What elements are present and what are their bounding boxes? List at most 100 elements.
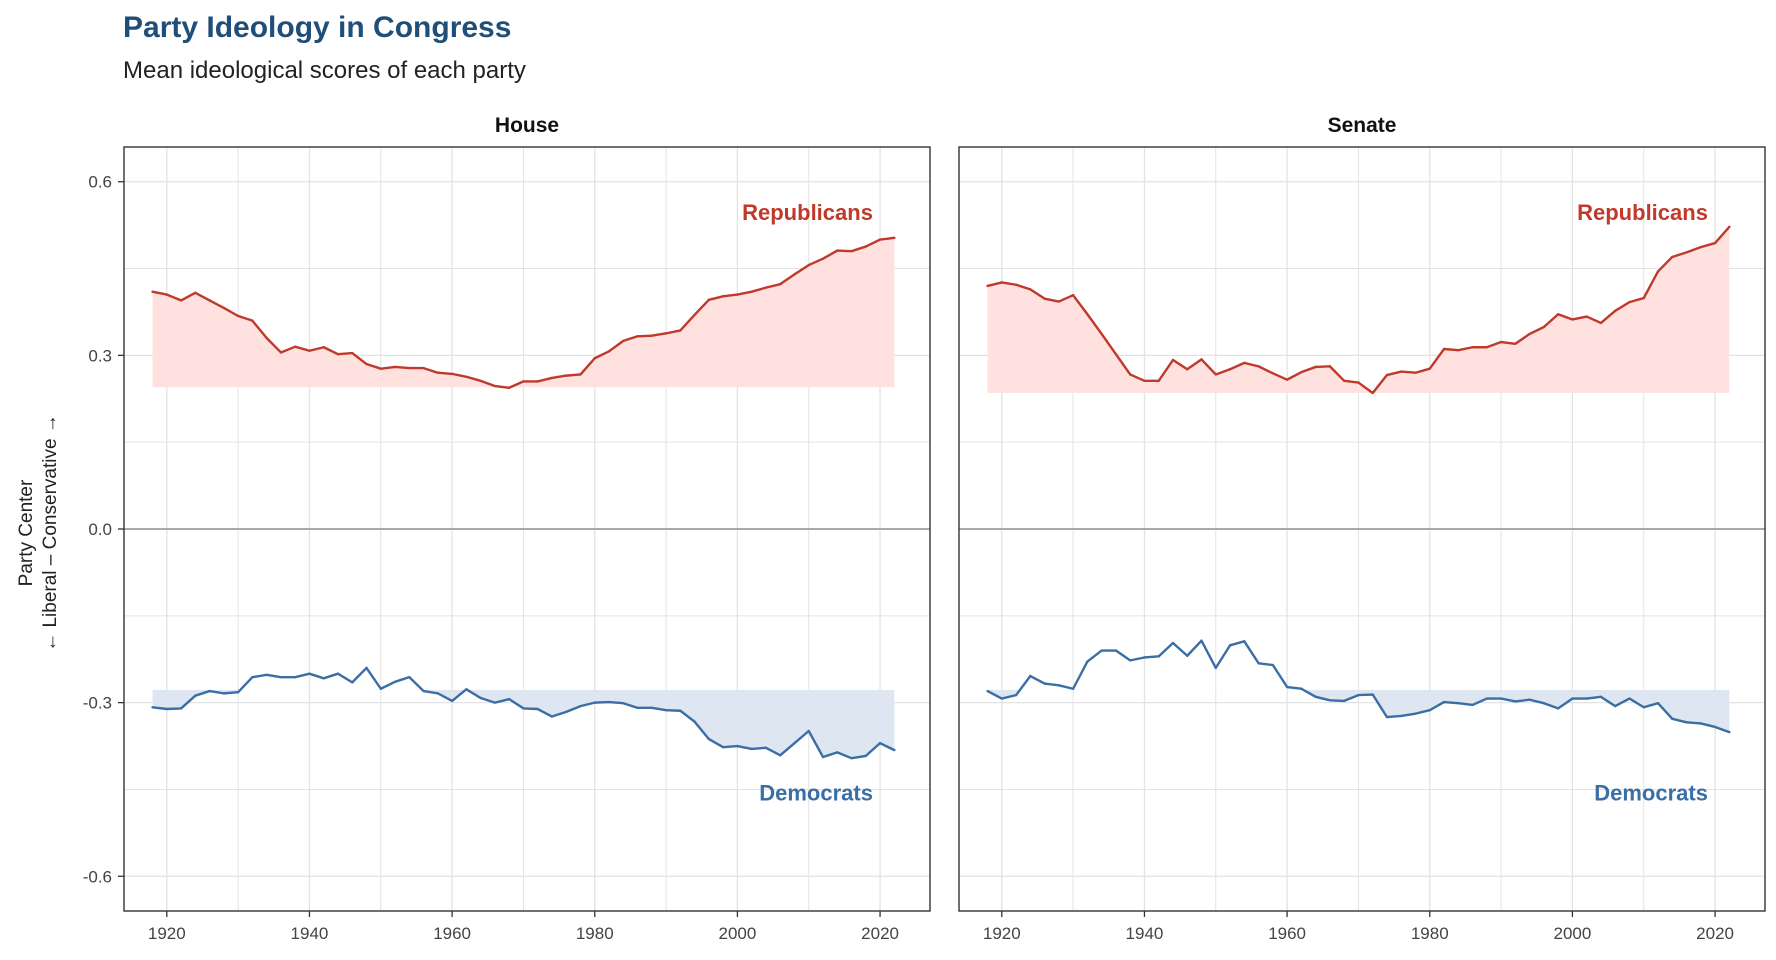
point-democrats-house [750,747,753,751]
point-republicans-senate [1514,342,1517,345]
point-republicans-house [650,334,654,337]
point-democrats-senate [1328,699,1332,702]
point-democrats-senate [1243,640,1246,643]
point-democrats-house [165,707,168,711]
point-republicans-senate [1186,368,1189,371]
point-republicans-senate [1243,361,1246,365]
x-tick-label: 1980 [1411,924,1449,943]
point-democrats-senate [1285,685,1289,689]
point-democrats-house [194,694,197,697]
x-tick-label: 1920 [148,924,186,943]
point-democrats-senate [1499,697,1503,700]
point-democrats-house [379,687,382,690]
point-republicans-senate [1656,270,1660,273]
point-republicans-senate [1528,332,1531,336]
point-republicans-house [265,336,268,340]
point-democrats-house [764,746,768,749]
x-tick-label: 1940 [291,924,329,943]
point-republicans-senate [1000,281,1003,284]
point-republicans-senate [986,284,989,288]
point-democrats-house [408,675,411,679]
point-republicans-house [593,357,596,360]
point-democrats-house [736,744,739,748]
point-republicans-house [194,291,197,295]
point-republicans-house [308,349,311,352]
point-democrats-house [208,689,211,693]
point-republicans-house [707,298,711,301]
point-democrats-senate [1342,699,1346,703]
point-democrats-senate [1228,644,1232,647]
point-democrats-house [279,675,283,679]
point-democrats-house [522,707,525,710]
panel-house: House Republicans Democrats 1920 1940 1960 198… [83,114,931,943]
point-republicans-house [864,245,868,248]
point-democrats-house [693,720,696,723]
point-democrats-senate [1671,717,1674,721]
point-democrats-senate [1528,698,1531,701]
point-republicans-senate [1671,255,1674,259]
point-republicans-senate [1114,353,1118,356]
chart-subtitle: Mean ideological scores of each party [123,57,526,84]
point-democrats-house [465,688,468,691]
point-democrats-house [664,708,668,712]
series-label-democrats-house: Democrats [759,780,873,805]
point-republicans-senate [1328,365,1332,368]
point-democrats-senate [1000,697,1003,700]
x-tick-label: 2000 [1554,924,1592,943]
point-democrats-senate [1642,706,1645,709]
point-democrats-senate [1357,693,1360,697]
point-democrats-senate [1485,697,1489,700]
point-republicans-house [279,351,283,354]
point-republicans-house [465,375,468,378]
point-republicans-house [151,290,154,293]
point-republicans-senate [1599,321,1603,325]
point-republicans-senate [1357,381,1360,384]
point-democrats-senate [1014,693,1018,697]
point-democrats-senate [1143,656,1146,659]
point-democrats-senate [1400,714,1403,718]
point-republicans-house [422,366,425,370]
point-democrats-senate [1257,662,1260,665]
point-republicans-senate [1100,332,1103,336]
point-republicans-senate [1157,379,1160,383]
point-republicans-house [779,282,782,286]
point-republicans-senate [1071,293,1075,297]
point-republicans-house [836,249,839,252]
point-democrats-senate [1157,655,1160,658]
point-republicans-senate [1414,371,1417,374]
point-republicans-house [664,332,668,335]
point-republicans-house [522,380,525,383]
point-republicans-senate [1499,340,1503,344]
point-republicans-senate [1471,346,1474,349]
point-republicans-senate [1713,241,1717,245]
point-republicans-senate [1685,251,1688,254]
point-republicans-house [322,346,325,349]
point-democrats-house [836,751,839,754]
y-tick-label: 0.6 [88,173,112,192]
point-democrats-senate [1628,697,1631,700]
point-republicans-house [493,384,497,388]
point-democrats-senate [1271,663,1275,667]
point-republicans-senate [1200,358,1203,361]
point-democrats-house [222,692,226,695]
point-democrats-house [251,675,254,679]
point-democrats-house [607,700,611,704]
point-democrats-senate [1442,700,1446,704]
point-democrats-senate [1071,687,1075,690]
point-republicans-house [679,329,682,332]
point-republicans-house [607,350,611,353]
point-democrats-senate [1057,684,1061,687]
y-tick-label: -0.3 [83,694,112,713]
point-democrats-house [593,701,596,704]
point-republicans-house [550,376,554,380]
y-tick-label: 0.0 [88,520,112,539]
point-republicans-senate [1057,300,1061,303]
point-republicans-senate [1143,379,1146,383]
point-republicans-house [365,362,368,366]
point-democrats-senate [1128,659,1132,662]
point-democrats-house [636,706,639,710]
point-democrats-senate [1713,725,1717,729]
point-republicans-house [293,345,297,348]
point-democrats-senate [1614,704,1617,708]
